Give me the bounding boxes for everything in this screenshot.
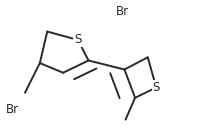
Text: S: S	[74, 33, 82, 46]
Text: Br: Br	[6, 103, 19, 116]
Text: Br: Br	[116, 5, 129, 18]
Text: S: S	[153, 81, 160, 94]
